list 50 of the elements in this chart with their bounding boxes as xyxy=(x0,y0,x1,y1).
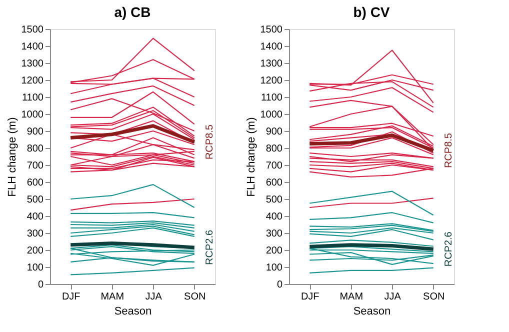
y-tick-label: 1100 xyxy=(260,92,283,104)
y-tick-label: 400 xyxy=(26,212,44,222)
text: RCP2.6 xyxy=(443,231,454,267)
y-tick-label: 800 xyxy=(266,144,283,154)
y-tick-label: 500 xyxy=(266,194,283,206)
x-axis-title: Season xyxy=(353,306,391,318)
y-tick-label: 1200 xyxy=(260,76,283,86)
y-tick-label: 400 xyxy=(266,212,283,222)
y-axis-title: FLH change (m) xyxy=(6,117,18,197)
y-tick-label: 1300 xyxy=(260,58,283,70)
y-tick-label: 300 xyxy=(266,228,283,240)
x-tick-label: MAM xyxy=(340,292,364,302)
x-tick-label: SON xyxy=(184,292,206,302)
y-tick-label: 1500 xyxy=(260,24,283,36)
y-tick-label: 1000 xyxy=(21,110,44,120)
y-tick-label: 0 xyxy=(276,280,283,290)
y-tick-label: 600 xyxy=(266,178,283,188)
y-tick-label: 1100 xyxy=(22,92,44,104)
y-tick-label: 800 xyxy=(26,144,44,154)
y-axis-title: FLH change (m) xyxy=(245,117,258,197)
y-tick-label: 200 xyxy=(266,246,283,256)
text: RCP8.5 xyxy=(204,124,216,160)
y-tick-label: 700 xyxy=(26,160,44,172)
x-tick-label: JJA xyxy=(384,292,402,302)
x-tick-label: MAM xyxy=(100,292,124,302)
y-tick-label: 1400 xyxy=(21,42,44,52)
y-tick-label: 100 xyxy=(266,262,283,274)
x-tick-label: DJF xyxy=(62,292,80,302)
y-tick-label: 900 xyxy=(266,126,283,138)
chart-title: a) CB xyxy=(114,4,151,20)
x-tick-label: JJA xyxy=(145,292,162,302)
y-tick-label: 0 xyxy=(38,280,44,290)
y-tick-label: 100 xyxy=(26,262,44,274)
y-tick-label: 200 xyxy=(26,246,44,256)
y-tick-label: 1000 xyxy=(260,110,283,120)
y-tick-label: 1300 xyxy=(21,58,44,70)
x-tick-label: SON xyxy=(423,292,445,302)
y-tick-label: 1500 xyxy=(21,24,44,36)
x-axis-title: Season xyxy=(114,306,152,318)
text: RCP2.6 xyxy=(204,230,216,265)
y-tick-label: 600 xyxy=(26,178,44,188)
y-tick-label: 700 xyxy=(266,160,283,172)
y-tick-label: 900 xyxy=(26,126,44,138)
y-tick-label: 1400 xyxy=(260,42,283,52)
y-tick-label: 1200 xyxy=(21,76,44,86)
y-tick-label: 500 xyxy=(26,194,44,206)
text: RCP8.5 xyxy=(443,132,454,168)
x-tick-label: DJF xyxy=(300,292,320,302)
y-tick-label: 300 xyxy=(26,228,44,240)
chart-title: b) CV xyxy=(353,4,390,20)
